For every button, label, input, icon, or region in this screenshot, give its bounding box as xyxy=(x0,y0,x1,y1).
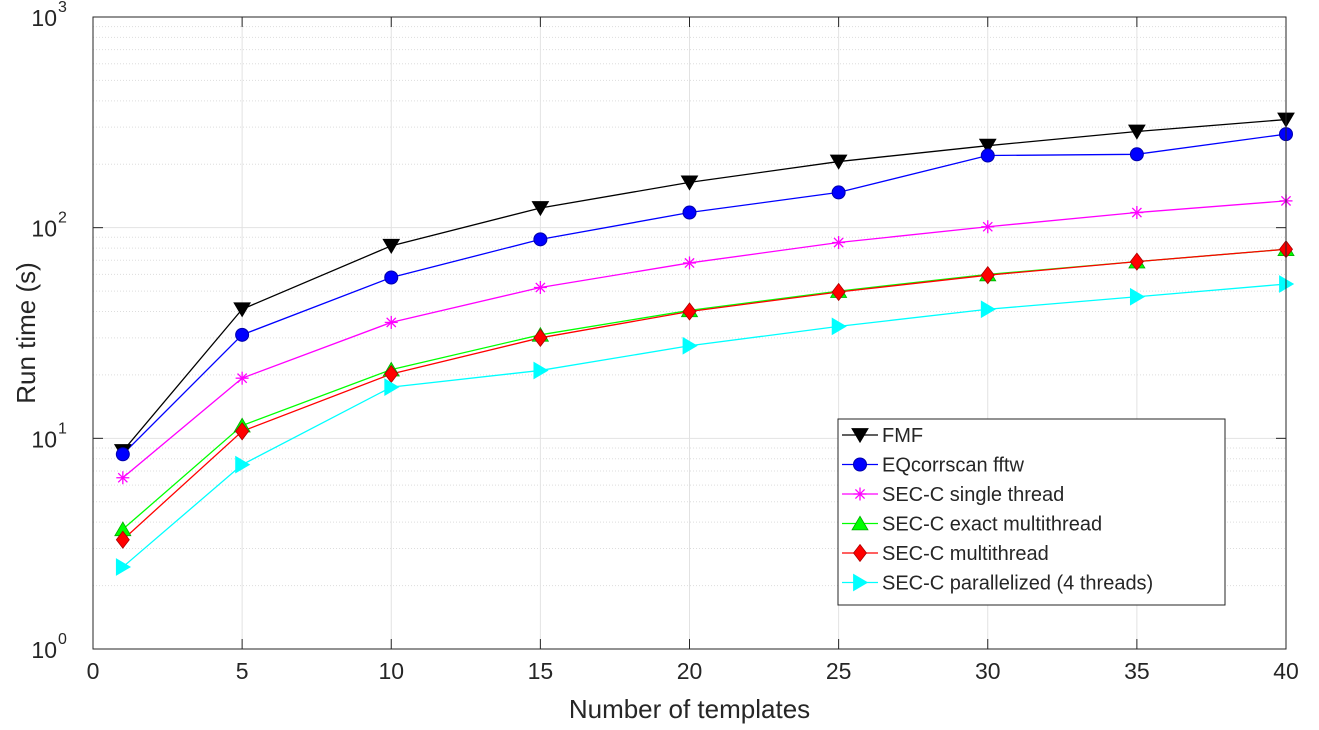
asterisk-stroke xyxy=(684,257,695,269)
y-axis-label: Run time (s) xyxy=(11,262,41,404)
data-point xyxy=(682,336,698,355)
y-tick-exponent: 3 xyxy=(58,0,67,16)
data-point xyxy=(533,280,547,294)
legend-box xyxy=(837,418,1226,606)
x-axis-label: Number of templates xyxy=(569,694,810,724)
data-point xyxy=(851,428,869,444)
data-point xyxy=(533,328,548,347)
data-point xyxy=(1130,206,1144,220)
data-point xyxy=(384,378,400,397)
x-tick-label: 15 xyxy=(528,658,554,684)
data-point xyxy=(853,487,867,501)
asterisk-stroke xyxy=(386,317,397,328)
data-point xyxy=(1129,147,1144,162)
legend-label: SEC-C parallelized (4 threads) xyxy=(882,573,1153,595)
data-point xyxy=(115,447,130,462)
data-point xyxy=(831,317,847,336)
data-point xyxy=(533,232,548,247)
data-point xyxy=(852,543,868,563)
asterisk-stroke xyxy=(982,221,993,232)
minor-grid xyxy=(93,26,1286,587)
data-point xyxy=(980,148,995,163)
legend-label: SEC-C multithread xyxy=(882,543,1049,565)
data-point xyxy=(384,315,398,329)
data-point xyxy=(853,457,867,472)
asterisk-stroke xyxy=(1131,207,1142,218)
data-point xyxy=(853,573,869,592)
legend-label: FMF xyxy=(882,425,923,447)
y-tick-label: 10 xyxy=(31,216,57,242)
data-point xyxy=(1128,124,1146,140)
x-tick-label: 0 xyxy=(87,658,100,684)
data-point xyxy=(235,327,250,342)
data-point xyxy=(831,282,846,302)
data-point xyxy=(829,154,848,170)
x-tick-label: 30 xyxy=(975,658,1001,684)
data-point xyxy=(235,455,251,474)
data-point xyxy=(531,201,550,217)
data-point xyxy=(1129,252,1144,271)
legend-label: EQcorrscan fftw xyxy=(882,455,1024,477)
y-tick-label: 10 xyxy=(31,426,57,452)
x-tick-label: 40 xyxy=(1273,658,1299,684)
x-tick-label: 35 xyxy=(1124,658,1150,684)
data-point xyxy=(981,220,995,234)
data-point xyxy=(116,471,130,485)
asterisk-stroke xyxy=(833,237,844,248)
y-tick-exponent: 2 xyxy=(58,210,67,227)
y-tick-exponent: 0 xyxy=(58,631,67,648)
data-point xyxy=(682,205,697,220)
data-point xyxy=(115,558,132,576)
asterisk-stroke xyxy=(535,282,546,293)
data-point xyxy=(382,238,401,255)
y-tick-label: 10 xyxy=(31,5,57,31)
data-point xyxy=(683,256,696,270)
x-tick-label: 25 xyxy=(826,658,852,684)
data-point xyxy=(851,515,869,531)
data-point xyxy=(832,236,846,250)
data-point xyxy=(533,361,549,380)
y-tick-exponent: 1 xyxy=(58,420,67,437)
x-tick-label: 5 xyxy=(236,658,249,684)
legend-label: SEC-C single thread xyxy=(882,484,1064,506)
data-point xyxy=(235,371,249,385)
y-tick-label: 10 xyxy=(31,637,57,663)
legend: FMF EQcorrscan fftw SEC-C single thread SEC… xyxy=(837,418,1226,606)
x-tick-label: 10 xyxy=(378,658,404,684)
legend-label: SEC-C exact multithread xyxy=(882,514,1102,536)
data-point xyxy=(115,530,130,549)
data-point xyxy=(1129,287,1146,306)
x-tick-label: 20 xyxy=(677,658,703,684)
data-point xyxy=(831,185,846,200)
data-point xyxy=(980,266,995,285)
data-point xyxy=(235,422,250,441)
data-point xyxy=(980,300,996,319)
asterisk-stroke xyxy=(237,373,248,384)
data-point xyxy=(978,138,997,154)
asterisk-stroke xyxy=(117,472,128,483)
data-point xyxy=(233,302,251,318)
data-point xyxy=(680,175,699,191)
data-point xyxy=(682,302,697,321)
data-point xyxy=(384,270,399,285)
asterisk-stroke xyxy=(854,488,866,500)
